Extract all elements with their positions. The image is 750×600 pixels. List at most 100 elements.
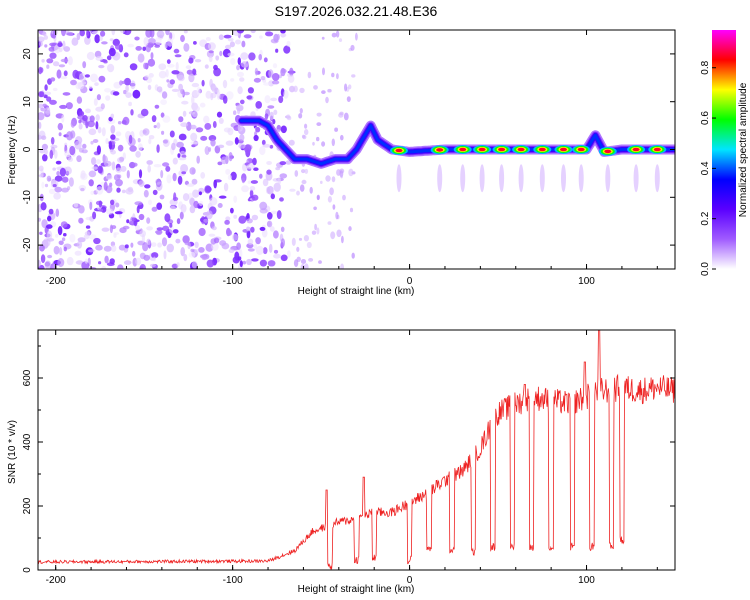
noise-cell bbox=[203, 218, 209, 223]
noise-cell bbox=[223, 182, 229, 192]
noise-cell bbox=[57, 258, 65, 267]
noise-cell bbox=[115, 202, 120, 208]
noise-cell bbox=[299, 87, 305, 94]
noise-cell bbox=[230, 58, 236, 65]
noise-cell bbox=[255, 101, 262, 109]
noise-cell bbox=[161, 237, 168, 247]
noise-cell bbox=[38, 174, 44, 178]
noise-cell bbox=[110, 134, 116, 140]
noise-cell bbox=[115, 167, 122, 173]
spectral-peak bbox=[604, 149, 612, 154]
noise-cell bbox=[178, 116, 184, 123]
noise-cell bbox=[38, 103, 43, 108]
noise-cell bbox=[38, 259, 41, 268]
noise-cell bbox=[153, 164, 162, 168]
noise-cell bbox=[61, 30, 66, 37]
noise-cell bbox=[73, 202, 79, 208]
noise-cell bbox=[156, 30, 165, 39]
noise-cell bbox=[211, 85, 218, 93]
noise-cell bbox=[222, 95, 228, 104]
noise-cell bbox=[89, 201, 93, 211]
noise-cell bbox=[349, 207, 354, 213]
noise-cell bbox=[312, 141, 315, 146]
noise-cell bbox=[139, 230, 146, 238]
noise-cell bbox=[157, 242, 163, 248]
noise-cell bbox=[95, 159, 101, 165]
noise-cell bbox=[152, 189, 158, 196]
noise-cell bbox=[143, 254, 150, 261]
noise-cell bbox=[76, 240, 83, 249]
noise-cell bbox=[223, 34, 232, 39]
noise-cell bbox=[193, 200, 199, 209]
noise-cell bbox=[162, 225, 170, 232]
noise-cell bbox=[154, 44, 160, 48]
noise-cell bbox=[280, 32, 287, 38]
noise-cell bbox=[63, 233, 67, 237]
peak-smear bbox=[561, 164, 566, 193]
noise-cell bbox=[159, 194, 165, 200]
noise-cell bbox=[176, 141, 184, 148]
noise-cell bbox=[146, 160, 153, 165]
noise-cell bbox=[70, 79, 77, 86]
noise-cell bbox=[103, 245, 112, 252]
noise-cell bbox=[41, 181, 45, 189]
noise-cell bbox=[162, 139, 168, 144]
spectral-peak bbox=[653, 147, 661, 152]
noise-cell bbox=[107, 63, 115, 73]
noise-cell bbox=[177, 153, 181, 158]
noise-cell bbox=[65, 31, 74, 36]
noise-cell bbox=[106, 55, 112, 61]
noise-cell bbox=[139, 266, 144, 269]
noise-cell bbox=[113, 81, 121, 89]
noise-cell bbox=[38, 36, 45, 43]
noise-cell bbox=[132, 162, 138, 167]
spectral-peak bbox=[632, 147, 640, 152]
colorbar-tick-label: 0.4 bbox=[700, 161, 711, 175]
noise-cell bbox=[192, 111, 198, 118]
noise-cell bbox=[273, 182, 281, 192]
noise-cell bbox=[279, 197, 284, 202]
noise-cell bbox=[156, 144, 160, 153]
noise-cell bbox=[200, 172, 206, 179]
noise-cell bbox=[110, 199, 115, 205]
noise-cell bbox=[213, 64, 218, 71]
noise-cell bbox=[188, 57, 194, 64]
noise-cell bbox=[181, 100, 189, 105]
noise-cell bbox=[296, 190, 300, 196]
noise-cell bbox=[62, 40, 66, 50]
noise-cell bbox=[289, 85, 295, 93]
peak-smear bbox=[518, 164, 524, 193]
noise-cell bbox=[206, 259, 214, 268]
noise-cell bbox=[259, 226, 266, 231]
noise-cell bbox=[119, 30, 126, 34]
noise-cell bbox=[263, 57, 268, 63]
noise-cell bbox=[280, 125, 287, 134]
noise-cell bbox=[261, 139, 266, 146]
noise-cell bbox=[335, 30, 340, 38]
noise-cell bbox=[246, 218, 253, 224]
noise-cell bbox=[48, 46, 56, 52]
x-tick-label: -100 bbox=[223, 276, 243, 287]
noise-cell bbox=[84, 231, 91, 236]
noise-cell bbox=[330, 231, 336, 240]
noise-cell bbox=[213, 237, 220, 244]
noise-cell bbox=[117, 144, 124, 152]
noise-cell bbox=[351, 74, 356, 78]
noise-cell bbox=[61, 237, 66, 242]
noise-cell bbox=[117, 264, 124, 269]
noise-cell bbox=[104, 88, 112, 93]
peak-smear bbox=[479, 164, 485, 193]
noise-cell bbox=[148, 199, 152, 206]
noise-cell bbox=[96, 94, 101, 101]
noise-cell bbox=[156, 122, 161, 129]
noise-cell bbox=[95, 56, 104, 61]
noise-cell bbox=[82, 143, 87, 149]
noise-cell bbox=[151, 242, 157, 248]
noise-cell bbox=[184, 242, 191, 246]
noise-cell bbox=[194, 241, 199, 248]
noise-cell bbox=[217, 144, 225, 149]
noise-cell bbox=[171, 142, 176, 151]
noise-cell bbox=[338, 112, 344, 118]
noise-cell bbox=[116, 187, 121, 193]
noise-cell bbox=[198, 191, 202, 196]
